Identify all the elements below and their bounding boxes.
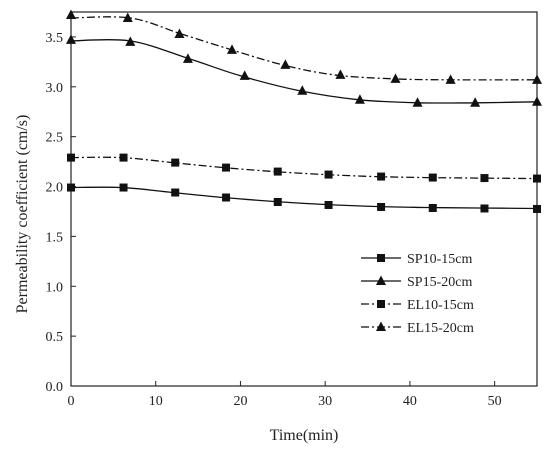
y-tick-label: 2.0 [46,181,64,196]
series-line-sp10-15cm [70,186,538,210]
x-tick-label: 50 [488,394,502,409]
data-point-el15-20cm [445,74,456,84]
data-point-el15-20cm [335,69,346,79]
data-point-el10-15cm [377,172,386,181]
data-point-el10-15cm [324,170,333,179]
x-tick-label: 20 [233,394,247,409]
y-tick-label: 1.0 [46,280,64,295]
x-tick-label: 0 [68,394,75,409]
legend-label: SP10-15cm [407,252,472,267]
data-point-el10-15cm [480,174,489,183]
legend-item: SP15-20cm [361,275,472,290]
legend-marker [377,254,385,262]
data-point-sp10-15cm [222,193,231,202]
data-point-sp10-15cm [377,202,386,211]
legend: SP10-15cm SP15-20cm EL10-15cm EL15-20cm [361,252,474,336]
data-point-sp15-20cm [66,34,76,44]
plot-frame [70,11,538,387]
y-tick-label: 2.5 [46,131,64,146]
legend-item: SP10-15cm [361,252,472,267]
x-tick-label: 10 [149,394,163,409]
x-tick-label: 30 [318,394,332,409]
y-axis-title: Permeability coefficient (cm/s) [14,115,31,314]
legend-marker [376,275,386,285]
legend-label: EL15-20cm [407,321,474,336]
series-group [70,16,538,210]
y-tick-label: 3.5 [46,31,64,46]
y-tick-label: 1.5 [46,230,64,245]
data-point-sp15-20cm [182,53,193,63]
data-point-sp10-15cm [119,183,128,192]
legend-label: SP15-20cm [407,275,472,290]
data-point-sp15-20cm [239,70,250,80]
legend-marker [377,300,385,308]
legend-item: EL10-15cm [361,298,474,313]
data-point-sp15-20cm [412,97,423,107]
x-tick-label: 40 [403,394,417,409]
data-point-el10-15cm [67,153,75,162]
legend-label: EL10-15cm [407,298,474,313]
series-line-el10-15cm [70,156,538,180]
data-point-el15-20cm [226,44,237,54]
data-point-sp15-20cm [532,96,542,106]
y-tick-label: 0.0 [46,380,64,395]
axis-ticks: 0 10 20 30 40 50 0.0 0.5 1.0 1.5 2.0 2.5 3.0 3.5 [46,31,502,409]
data-point-el10-15cm [171,158,180,167]
legend-marker [376,321,386,331]
data-point-el15-20cm [174,28,185,38]
plot-border [70,11,538,387]
y-tick-label: 0.5 [46,330,64,345]
x-axis-title: Time(min) [270,427,339,444]
data-point-sp10-15cm [273,197,282,206]
data-point-sp10-15cm [171,188,180,197]
data-point-el10-15cm [119,153,128,162]
data-point-sp10-15cm [480,204,489,213]
data-point-sp15-20cm [470,97,481,107]
data-point-el10-15cm [428,173,437,182]
data-point-sp15-20cm [297,85,308,95]
data-point-el15-20cm [532,74,542,84]
data-point-el15-20cm [280,59,291,69]
data-point-sp15-20cm [125,36,136,46]
data-point-el15-20cm [66,9,76,19]
data-point-sp10-15cm [533,204,541,213]
data-point-el10-15cm [533,174,541,183]
data-point-sp15-20cm [354,94,365,104]
markers-group [66,9,542,213]
data-point-el15-20cm [390,73,401,83]
data-point-el10-15cm [273,167,282,176]
legend-item: EL15-20cm [361,321,474,336]
series-line-el15-20cm [70,16,538,81]
y-tick-label: 3.0 [46,81,64,96]
data-point-sp10-15cm [324,200,333,209]
data-point-sp10-15cm [67,183,75,192]
data-point-el10-15cm [222,163,231,172]
data-point-el15-20cm [122,12,133,22]
data-point-sp10-15cm [428,203,437,212]
